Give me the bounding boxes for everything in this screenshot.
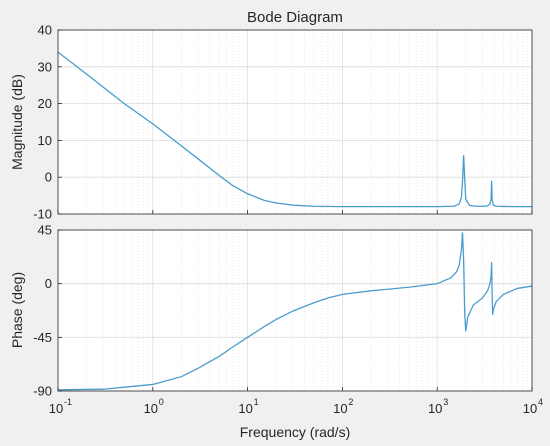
- x-tick-exponent: 3: [443, 397, 448, 407]
- phase-axes-frame: [57, 229, 533, 392]
- x-tick-exponent: 1: [254, 397, 259, 407]
- phase-grid: [58, 230, 532, 391]
- magnitude-y-tick-label: 10: [38, 133, 52, 148]
- magnitude-y-tick-label: -10: [33, 207, 52, 222]
- x-tick-exponent: -1: [64, 397, 72, 407]
- x-tick-base: 10: [49, 401, 63, 416]
- phase-y-tick-label: -45: [33, 330, 52, 345]
- magnitude-y-label: Magnitude (dB): [9, 74, 25, 170]
- phase-y-tick-label: 45: [38, 223, 52, 238]
- phase-y-tick-label: -90: [33, 384, 52, 399]
- phase-y-tick-label: 0: [45, 276, 52, 291]
- magnitude-y-tick-label: 30: [38, 59, 52, 74]
- magnitude-axes-frame: [57, 29, 533, 215]
- x-tick-base: 10: [333, 401, 347, 416]
- magnitude-grid: [58, 30, 532, 214]
- x-tick-label: 10 3: [428, 397, 448, 416]
- x-tick-base: 10: [238, 401, 252, 416]
- x-tick-base: 10: [428, 401, 442, 416]
- magnitude-y-tick-label: 20: [38, 96, 52, 111]
- phase-line: [57, 232, 533, 391]
- x-tick-exponent: 0: [159, 397, 164, 407]
- x-tick-label: 10 -1: [49, 397, 72, 416]
- x-tick-label: 10 0: [144, 397, 164, 416]
- x-tick-exponent: 2: [348, 397, 353, 407]
- x-tick-base: 10: [144, 401, 158, 416]
- x-axis-label: Frequency (rad/s): [240, 424, 350, 440]
- chart-title: Bode Diagram: [247, 9, 343, 26]
- x-tick-label: 10 1: [238, 397, 258, 416]
- frequency-x-tick-labels: 10 -1 10 0 10 1 10 2 10 3 10 4: [49, 397, 543, 416]
- phase-y-tick-labels: -90 -45 0 45: [33, 223, 533, 399]
- magnitude-y-tick-labels: -10 0 10 20 30 40: [33, 23, 533, 222]
- x-tick-label: 10 2: [333, 397, 353, 416]
- magnitude-y-tick-label: 0: [45, 170, 52, 185]
- magnitude-y-tick-label: 40: [38, 23, 52, 38]
- magnitude-axes: -10 0 10 20 30 40 Magnitude (dB): [9, 23, 533, 222]
- x-tick-label: 10 4: [523, 397, 543, 416]
- x-tick-exponent: 4: [538, 397, 543, 407]
- x-tick-base: 10: [523, 401, 537, 416]
- magnitude-line: [57, 51, 532, 208]
- magnitude-plot-area: [58, 30, 532, 214]
- phase-y-label: Phase (deg): [9, 272, 25, 348]
